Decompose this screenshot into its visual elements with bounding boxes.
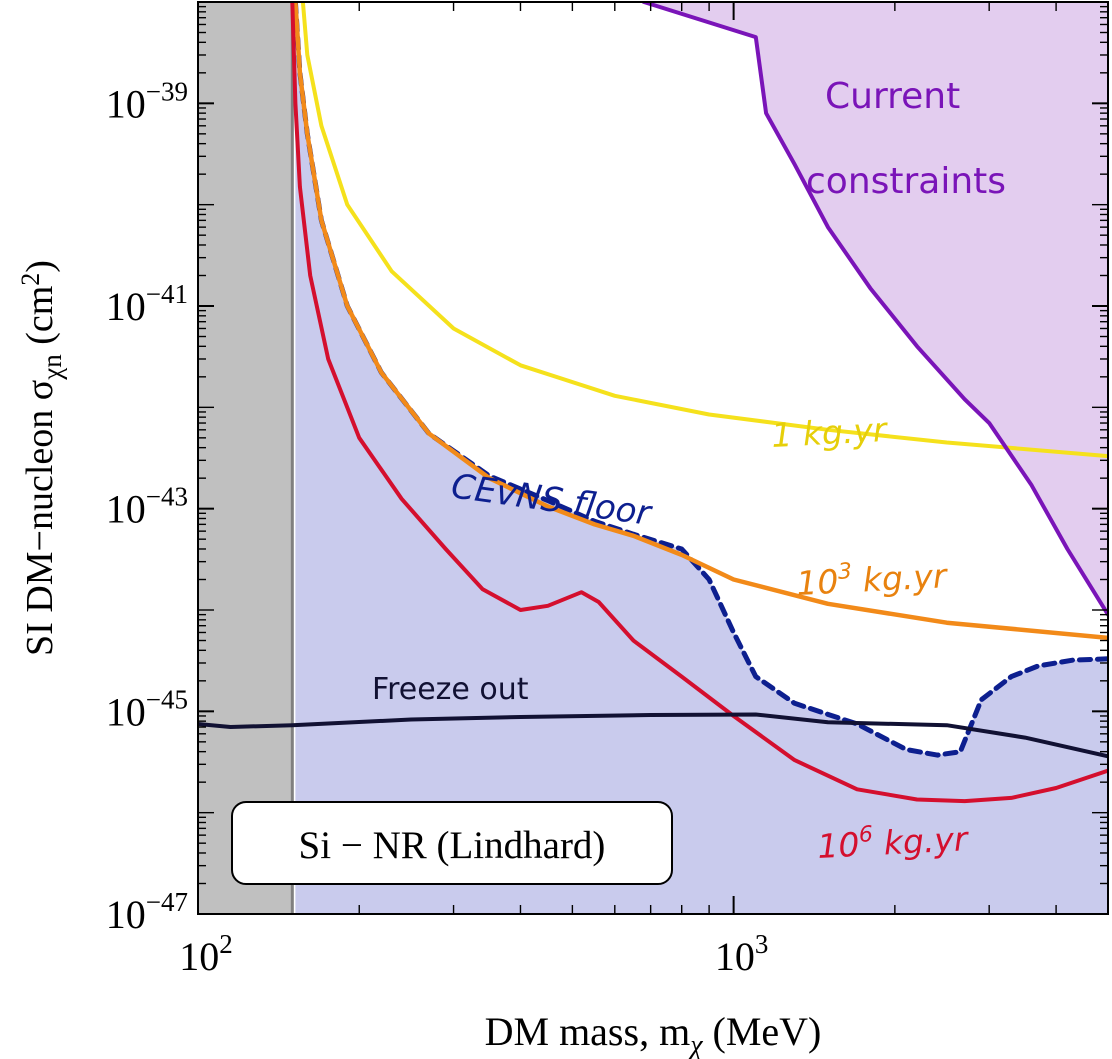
y-tick-label: 10−45 xyxy=(106,684,188,734)
x-axis-title-unit xyxy=(703,1009,713,1054)
y-tick-label-base: 10 xyxy=(106,487,146,532)
x-tick-label: 103 xyxy=(715,929,769,979)
y-axis-title-text: SI DM−nucleon σ xyxy=(19,380,61,656)
freeze-out-line xyxy=(198,712,1108,759)
y-tick-label-exp: −39 xyxy=(146,76,188,106)
y-tick-label-exp: −41 xyxy=(146,279,188,309)
label-1-kg-yr: 1 kg.yr xyxy=(770,410,889,455)
x-tick-label-base: 10 xyxy=(715,934,755,979)
panel-label-box xyxy=(231,801,673,885)
y-axis-title-sub: χn xyxy=(37,354,67,381)
label-1e3-rest: kg.yr xyxy=(851,556,949,600)
y-tick-label: 10−39 xyxy=(106,76,188,126)
label-1e3-base: 10 xyxy=(795,562,839,603)
y-tick-label: 10−47 xyxy=(106,887,188,937)
y-tick-label: 10−43 xyxy=(106,482,188,532)
label-freeze-out: Freeze out xyxy=(372,672,529,707)
sensitivity-1-kg-yr-line xyxy=(300,2,1108,459)
y-axis-title-unit-sup: 2 xyxy=(16,273,45,286)
label-1e6-rest: kg.yr xyxy=(872,819,970,863)
label-1e6-exp: 6 xyxy=(858,822,873,848)
label-current-constraints-line1: Current xyxy=(825,76,960,117)
plot-frame xyxy=(197,1,1109,915)
y-tick-label-base: 10 xyxy=(106,892,146,937)
y-axis-title-space xyxy=(19,345,61,355)
y-tick-label-base: 10 xyxy=(106,81,146,126)
y-tick-label-exp: −47 xyxy=(146,887,188,917)
label-1e3-kg-yr: 103 kg.yr xyxy=(795,554,950,603)
y-axis-title: SI DM−nucleon σχn (cm2) xyxy=(16,260,67,656)
label-1e6-kg-yr: 106 kg.yr xyxy=(816,817,971,866)
y-tick-label-base: 10 xyxy=(106,284,146,329)
x-axis-title-sub: χ xyxy=(687,1030,703,1059)
x-tick-label-exp: 2 xyxy=(219,929,233,959)
label-1e3-exp: 3 xyxy=(837,559,852,585)
x-tick-label: 102 xyxy=(179,929,233,979)
y-tick-label-exp: −43 xyxy=(146,482,188,512)
x-tick-label-exp: 3 xyxy=(755,929,769,959)
x-axis-title-unit-text: (MeV) xyxy=(713,1009,822,1054)
label-current-constraints-line2: constraints xyxy=(806,161,1006,202)
sensitivity-1e3-kg-yr-line xyxy=(293,2,1108,641)
label-1e6-base: 10 xyxy=(816,825,860,866)
sensitivity-1e6-kg-yr-line xyxy=(290,2,1108,804)
cevns-floor-fill xyxy=(295,2,1108,914)
current-constraints-line xyxy=(641,2,1108,617)
y-tick-label-base: 10 xyxy=(106,689,146,734)
x-axis-title: DM mass, mχ (MeV) xyxy=(485,1009,822,1059)
y-axis-title-unit-close: ) xyxy=(19,260,61,273)
y-tick-label: 10−41 xyxy=(106,279,188,329)
y-axis-title-unit: (cm xyxy=(19,286,61,345)
panel-label: Si − NR (Lindhard) xyxy=(299,824,606,867)
x-axis-title-text: DM mass, m xyxy=(485,1009,691,1054)
x-tick-label-base: 10 xyxy=(179,934,219,979)
excluded-mass-region xyxy=(198,2,293,914)
current-constraints-fill xyxy=(643,2,1108,615)
y-tick-label-exp: −45 xyxy=(146,684,188,714)
